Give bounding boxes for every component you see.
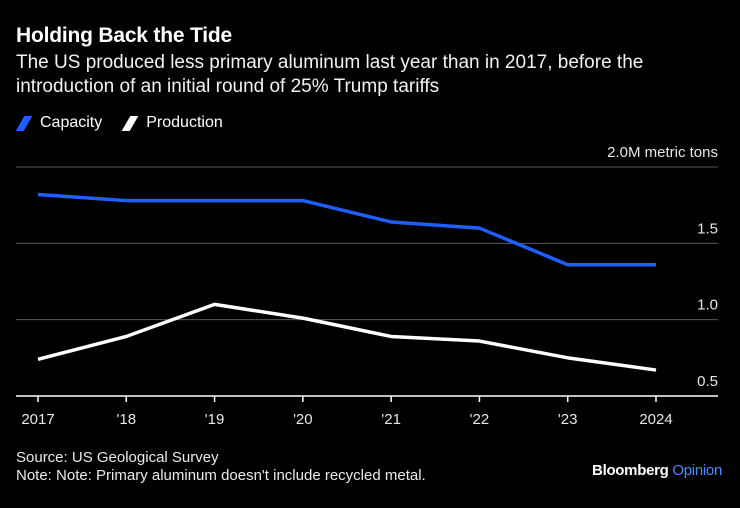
brand-logo: Bloomberg Opinion	[592, 462, 722, 479]
legend-item-production: Production	[121, 114, 223, 132]
footer: Source: US Geological Survey Note: Note:…	[16, 449, 426, 485]
y-tick-label: 2.0M metric tons	[607, 144, 718, 161]
y-tick-label: 0.5	[697, 373, 718, 390]
x-tick-label: '19	[205, 411, 225, 428]
chart-subtitle: The US produced less primary aluminum la…	[16, 52, 644, 97]
x-tick-label: 2024	[639, 411, 672, 428]
legend-label-capacity: Capacity	[40, 114, 103, 131]
y-tick-label: 1.0	[697, 297, 718, 314]
footnote: Note: Note: Primary aluminum doesn't inc…	[16, 467, 426, 484]
x-tick-label: '21	[381, 411, 401, 428]
line-chart: 2.0M metric tons 1.5 1.0 0.5 2017 '18 '19 '20 '2…	[16, 144, 718, 428]
x-tick-label: 2017	[21, 411, 54, 428]
x-tick-label: '23	[558, 411, 578, 428]
x-tick-label: '22	[470, 411, 490, 428]
x-tick-label: '18	[117, 411, 137, 428]
brand-name: Bloomberg	[592, 462, 669, 479]
chart-title: Holding Back the Tide	[16, 24, 232, 47]
brand-accent: Opinion	[672, 462, 722, 479]
x-tick-label: '20	[293, 411, 313, 428]
legend-item-capacity: Capacity	[15, 114, 103, 132]
series-line-production	[37, 302, 657, 372]
legend: Capacity Production	[15, 114, 243, 132]
source-note: Source: US Geological Survey	[16, 449, 219, 466]
y-tick-label: 1.5	[697, 220, 718, 237]
legend-label-production: Production	[146, 114, 223, 131]
series-line-capacity	[37, 192, 656, 267]
